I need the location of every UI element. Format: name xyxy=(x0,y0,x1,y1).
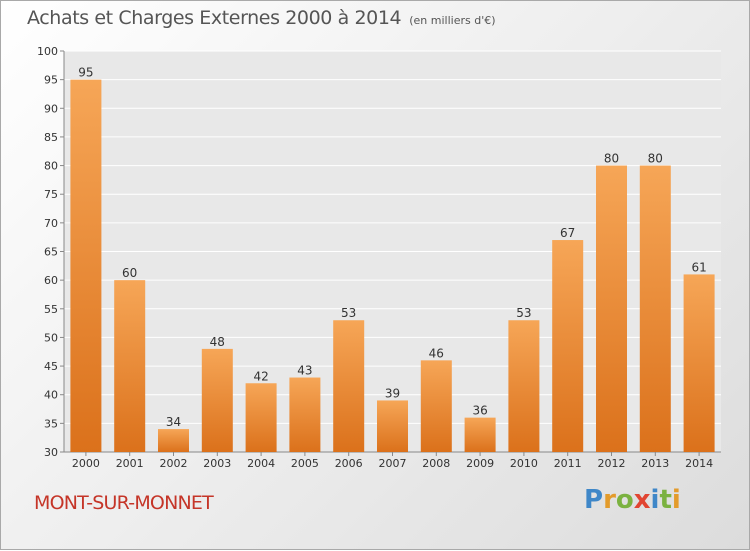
data-label: 80 xyxy=(604,152,619,166)
y-tick-label: 45 xyxy=(44,360,58,373)
bar xyxy=(70,79,102,453)
y-tick-label: 85 xyxy=(44,131,58,144)
bar xyxy=(464,417,496,452)
bar xyxy=(289,377,321,452)
chart-title-text: Achats et Charges Externes 2000 à 2014 xyxy=(27,7,402,29)
logo-letter: i xyxy=(650,485,660,515)
data-label: 34 xyxy=(166,415,181,429)
bar xyxy=(639,165,671,453)
y-tick-label: 60 xyxy=(44,274,58,287)
y-tick-label: 100 xyxy=(37,45,58,58)
bar xyxy=(201,348,233,452)
logo-letter: P xyxy=(584,485,604,515)
x-tick-label: 2011 xyxy=(554,457,582,470)
x-tick-label: 2004 xyxy=(247,457,275,470)
bar xyxy=(552,240,584,452)
x-tick-label: 2007 xyxy=(379,457,407,470)
bar xyxy=(420,360,452,452)
y-tick-label: 55 xyxy=(44,303,58,316)
data-label: 53 xyxy=(341,306,356,320)
x-tick-label: 2013 xyxy=(641,457,669,470)
data-label: 46 xyxy=(429,346,444,360)
x-tick-label: 2010 xyxy=(510,457,538,470)
y-tick-label: 75 xyxy=(44,188,58,201)
chart-subtitle: (en milliers d'€) xyxy=(409,14,496,27)
y-tick-label: 70 xyxy=(44,217,58,230)
bar xyxy=(377,400,408,452)
y-tick-label: 95 xyxy=(44,74,58,87)
data-label: 43 xyxy=(297,364,312,378)
logo-letter: t xyxy=(659,485,672,515)
x-tick-label: 2008 xyxy=(422,457,450,470)
y-tick-label: 30 xyxy=(44,446,58,459)
data-label: 80 xyxy=(648,152,663,166)
logo-letter: i xyxy=(671,485,681,515)
bar xyxy=(333,320,365,452)
x-tick-label: 2000 xyxy=(72,457,100,470)
commune-name: MONT-SUR-MONNET xyxy=(34,492,214,514)
data-label: 67 xyxy=(560,226,575,240)
data-label: 39 xyxy=(385,386,400,400)
y-tick-label: 40 xyxy=(44,389,58,402)
proxiti-logo: Proxiti xyxy=(584,485,681,515)
bar xyxy=(245,383,277,452)
data-label: 60 xyxy=(122,266,137,280)
x-tick-label: 2012 xyxy=(598,457,626,470)
y-tick-label: 80 xyxy=(44,160,58,173)
bar xyxy=(683,274,715,452)
data-label: 95 xyxy=(78,66,93,80)
logo-letter: x xyxy=(633,485,651,515)
data-label: 61 xyxy=(691,260,706,274)
bar xyxy=(596,165,627,453)
logo-letter: r xyxy=(603,485,616,515)
chart-title: Achats et Charges Externes 2000 à 2014 (e… xyxy=(27,7,496,29)
x-tick-label: 2005 xyxy=(291,457,319,470)
y-tick-label: 50 xyxy=(44,331,58,344)
data-label: 42 xyxy=(253,369,268,383)
logo-letter: o xyxy=(615,485,634,515)
x-tick-label: 2001 xyxy=(116,457,144,470)
x-tick-label: 2014 xyxy=(685,457,713,470)
x-tick-label: 2009 xyxy=(466,457,494,470)
bar xyxy=(114,280,146,452)
data-label: 48 xyxy=(210,335,225,349)
bar xyxy=(508,320,540,452)
bar xyxy=(158,429,189,452)
data-label: 36 xyxy=(472,404,487,418)
x-tick-label: 2003 xyxy=(203,457,231,470)
y-tick-label: 65 xyxy=(44,246,58,259)
data-label: 53 xyxy=(516,306,531,320)
x-tick-label: 2006 xyxy=(335,457,363,470)
y-tick-label: 90 xyxy=(44,102,58,115)
x-tick-label: 2002 xyxy=(160,457,188,470)
y-tick-label: 35 xyxy=(44,417,58,430)
